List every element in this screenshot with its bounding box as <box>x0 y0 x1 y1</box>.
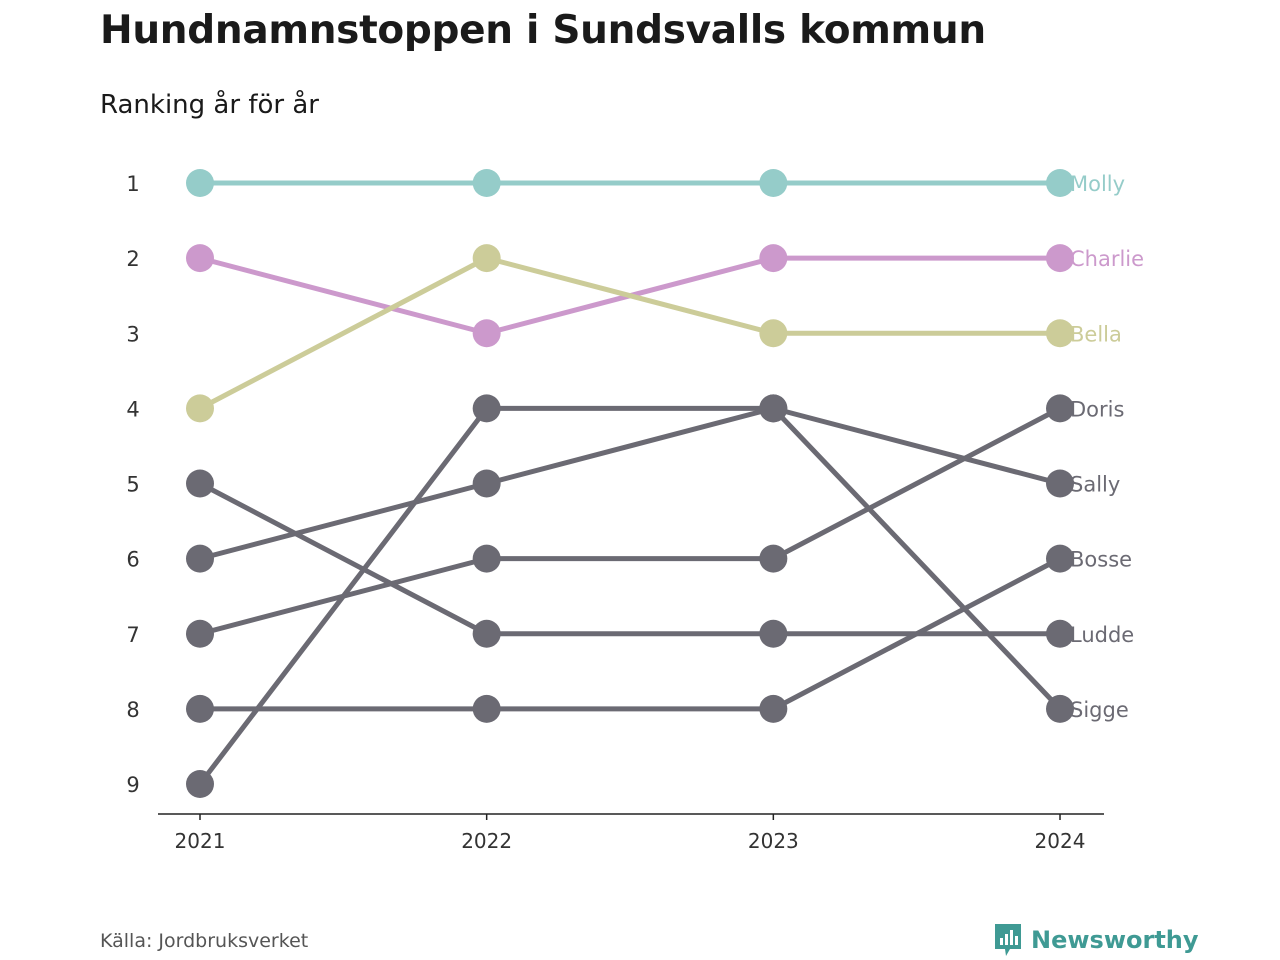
data-point-charlie <box>759 244 788 273</box>
y-tick-label: 9 <box>126 773 139 797</box>
data-point-sigge <box>186 770 214 798</box>
x-tick-label: 2023 <box>748 829 799 853</box>
y-tick-label: 1 <box>126 172 139 196</box>
data-point-bosse <box>472 694 501 723</box>
data-point-bella <box>472 244 501 273</box>
data-point-molly <box>472 169 501 197</box>
data-point-charlie <box>1046 244 1075 273</box>
data-point-sally <box>186 544 214 573</box>
series-label-bella: Bella <box>1070 322 1122 346</box>
brand-name: Newsworthy <box>1031 926 1199 954</box>
data-point-doris <box>472 544 501 573</box>
y-tick-label: 5 <box>126 473 139 497</box>
data-point-sigge <box>1046 694 1075 723</box>
series-label-molly: Molly <box>1070 172 1125 196</box>
series-line-ludde <box>198 481 1061 637</box>
bump-chart: 1 2 3 4 5 6 7 8 9 2021 2022 2023 2024 Molly Charlie Bel… <box>126 169 1144 853</box>
series-label-bosse: Bosse <box>1070 548 1132 572</box>
y-tick-label: 6 <box>126 548 139 572</box>
y-tick-label: 8 <box>126 698 139 722</box>
data-point-sally <box>472 469 501 498</box>
data-point-molly <box>759 169 788 197</box>
series-line-sally <box>199 405 1061 562</box>
data-point-doris <box>1046 394 1075 423</box>
series-label-sigge: Sigge <box>1070 698 1129 722</box>
data-point-bella <box>186 394 214 423</box>
data-point-doris <box>759 544 788 573</box>
data-point-doris <box>186 619 214 648</box>
data-point-bosse <box>759 694 788 723</box>
bar-chart-badge-icon <box>995 924 1021 956</box>
series-label-ludde: Ludde <box>1070 623 1134 647</box>
x-tick-label: 2024 <box>1035 829 1086 853</box>
series-label-sally: Sally <box>1070 473 1120 497</box>
data-point-sigge <box>472 394 501 423</box>
series-label-doris: Doris <box>1070 397 1124 421</box>
brand-logo[interactable]: Newsworthy <box>993 922 1199 958</box>
data-point-sally <box>1046 469 1075 498</box>
chart-subtitle: Ranking år för år <box>100 90 319 120</box>
source-note: Källa: Jordbruksverket <box>100 930 309 952</box>
x-tick-label: 2022 <box>461 829 512 853</box>
data-point-molly <box>1046 169 1075 197</box>
chart-title: Hundnamnstoppen i Sundsvalls kommun <box>100 8 986 53</box>
data-point-bosse <box>186 694 214 723</box>
y-tick-label: 4 <box>126 397 139 421</box>
data-point-bella <box>1046 319 1075 348</box>
series-line-doris <box>199 406 1062 637</box>
data-point-ludde <box>472 619 501 648</box>
data-point-ludde <box>186 469 214 498</box>
data-point-sigge <box>759 394 788 423</box>
data-point-bosse <box>1046 544 1075 573</box>
data-point-charlie <box>472 319 501 348</box>
data-point-ludde <box>759 619 788 648</box>
series-label-charlie: Charlie <box>1070 247 1144 271</box>
x-tick-label: 2021 <box>175 829 226 853</box>
y-tick-label: 7 <box>126 623 139 647</box>
y-tick-label: 2 <box>126 247 139 271</box>
y-tick-label: 3 <box>126 322 139 346</box>
data-point-bella <box>759 319 788 348</box>
series-line-sigge <box>198 405 1062 786</box>
data-point-ludde <box>1046 619 1075 648</box>
data-point-molly <box>186 169 214 197</box>
data-point-charlie <box>186 244 214 273</box>
series-line-bella <box>198 255 1061 411</box>
